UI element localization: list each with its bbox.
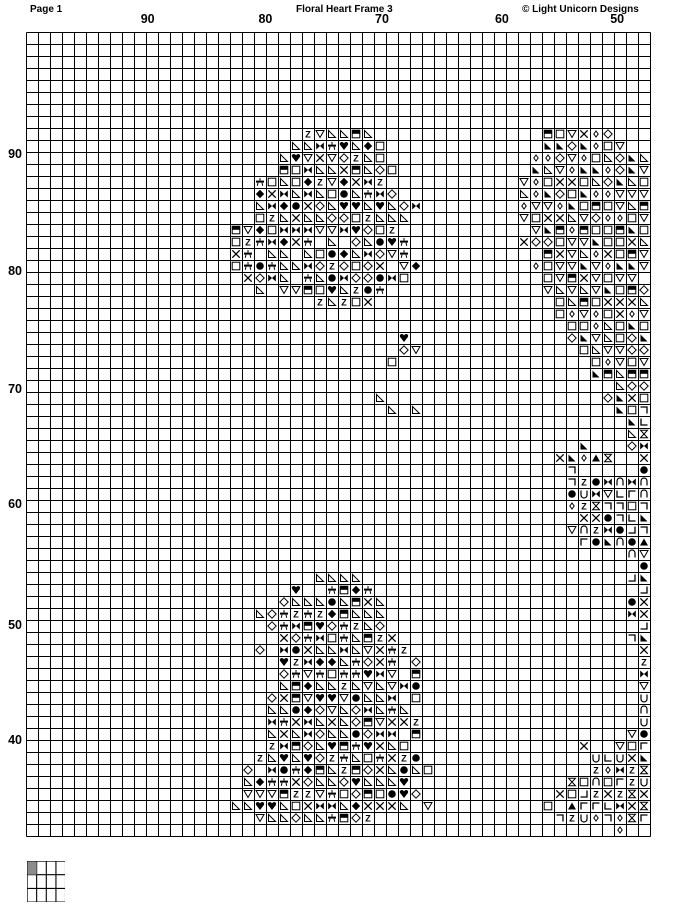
svg-text:Z: Z (401, 645, 407, 655)
svg-text:Z: Z (293, 609, 299, 619)
svg-text:Z: Z (413, 717, 419, 727)
svg-text:Z: Z (305, 129, 311, 139)
svg-text:Z: Z (341, 681, 347, 691)
svg-text:Z: Z (341, 297, 347, 307)
svg-text:Z: Z (329, 753, 335, 763)
svg-text:Z: Z (629, 765, 635, 775)
svg-text:Z: Z (581, 477, 587, 487)
svg-text:Z: Z (581, 501, 587, 511)
svg-text:Z: Z (293, 657, 299, 667)
svg-text:Z: Z (365, 213, 371, 223)
svg-text:Z: Z (353, 153, 359, 163)
svg-text:Z: Z (389, 225, 395, 235)
svg-text:Z: Z (377, 633, 383, 643)
svg-text:Z: Z (341, 765, 347, 775)
svg-text:Z: Z (293, 789, 299, 799)
svg-text:Z: Z (593, 525, 599, 535)
svg-text:Z: Z (329, 261, 335, 271)
svg-text:Z: Z (641, 657, 647, 667)
svg-text:Z: Z (257, 753, 263, 763)
svg-text:Z: Z (401, 753, 407, 763)
svg-text:Z: Z (593, 789, 599, 799)
svg-text:Z: Z (353, 285, 359, 295)
svg-text:Z: Z (317, 177, 323, 187)
svg-text:Z: Z (365, 813, 371, 823)
svg-text:Z: Z (317, 609, 323, 619)
svg-text:Z: Z (305, 789, 311, 799)
svg-text:Z: Z (353, 621, 359, 631)
svg-text:Z: Z (269, 213, 275, 223)
svg-text:Z: Z (617, 789, 623, 799)
svg-text:Z: Z (629, 777, 635, 787)
svg-text:Z: Z (569, 813, 575, 823)
svg-text:Z: Z (593, 765, 599, 775)
svg-text:Z: Z (245, 237, 251, 247)
svg-text:Z: Z (317, 297, 323, 307)
svg-text:Z: Z (269, 741, 275, 751)
svg-text:Z: Z (377, 177, 383, 187)
